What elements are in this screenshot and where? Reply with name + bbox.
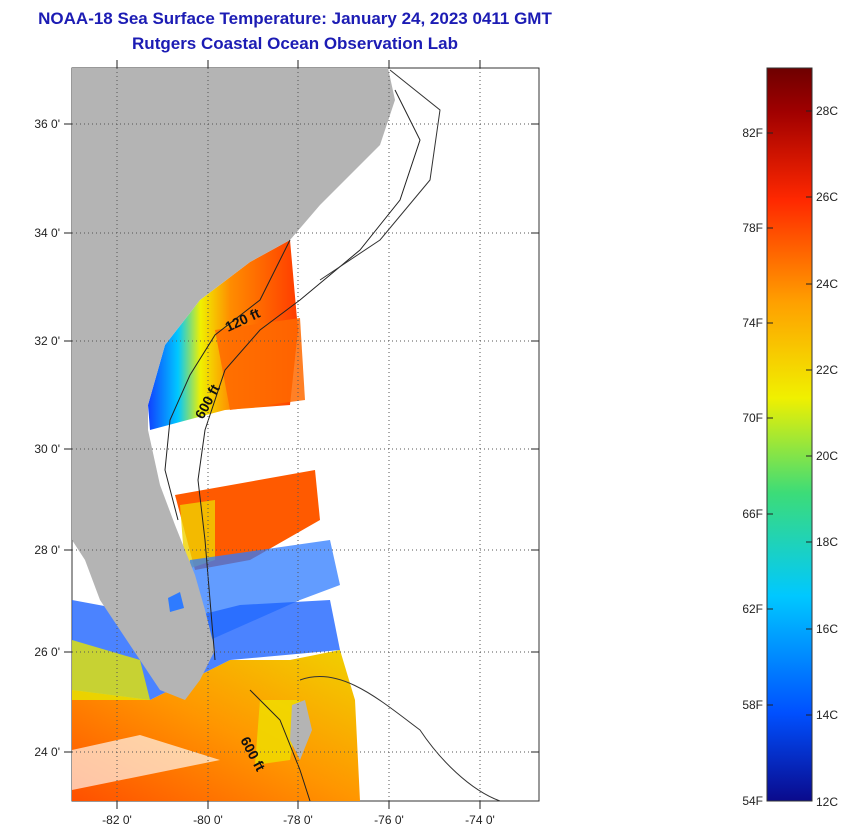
lat-label-24: 24 0' bbox=[34, 745, 60, 759]
cloud-band-north bbox=[148, 430, 312, 485]
land-island bbox=[290, 700, 312, 760]
sst-yellow-region-south bbox=[255, 700, 300, 765]
lon-label-82: -82 0' bbox=[102, 813, 132, 827]
colorbar-label-70f: 70F bbox=[742, 411, 763, 425]
colorbar-label-12c: 12C bbox=[816, 795, 838, 809]
colorbar-label-58f: 58F bbox=[742, 698, 763, 712]
lon-label-80: -80 0' bbox=[193, 813, 223, 827]
lat-label-30: 30 0' bbox=[34, 442, 60, 456]
map-title: NOAA-18 Sea Surface Temperature: January… bbox=[38, 9, 552, 28]
colorbar-label-20c: 20C bbox=[816, 449, 838, 463]
colorbar-label-62f: 62F bbox=[742, 602, 763, 616]
lat-label-26: 26 0' bbox=[34, 645, 60, 659]
colorbar-label-14c: 14C bbox=[816, 708, 838, 722]
lat-label-28: 28 0' bbox=[34, 543, 60, 557]
colorbar-label-22c: 22C bbox=[816, 363, 838, 377]
sst-warm-patch-north bbox=[215, 318, 305, 410]
lake-okeechobee bbox=[168, 592, 184, 612]
lon-label-78: -78 0' bbox=[283, 813, 313, 827]
colorbar-label-74f: 74F bbox=[742, 316, 763, 330]
colorbar-label-28c: 28C bbox=[816, 104, 838, 118]
colorbar-label-78f: 78F bbox=[742, 221, 763, 235]
colorbar-label-26c: 26C bbox=[816, 190, 838, 204]
lon-label-74: -74 0' bbox=[465, 813, 495, 827]
land-southeast-us bbox=[72, 68, 395, 700]
lat-label-36: 36 0' bbox=[34, 117, 60, 131]
lat-label-34: 34 0' bbox=[34, 226, 60, 240]
sst-yellow-region-west bbox=[72, 640, 150, 700]
colorbar bbox=[766, 67, 813, 802]
contour-bahamas bbox=[299, 675, 501, 801]
lat-label-32: 32 0' bbox=[34, 334, 60, 348]
contour-120ft bbox=[164, 239, 291, 521]
colorbar-label-16c: 16C bbox=[816, 622, 838, 636]
colorbar-label-18c: 18C bbox=[816, 535, 838, 549]
colorbar-label-82f: 82F bbox=[742, 126, 763, 140]
contour-outer bbox=[319, 69, 441, 281]
colorbar-label-24c: 24C bbox=[816, 277, 838, 291]
contour-600ft bbox=[197, 89, 421, 661]
cloud-streak-south bbox=[72, 735, 220, 790]
lon-label-76: -76 0' bbox=[374, 813, 404, 827]
map-subtitle: Rutgers Coastal Ocean Observation Lab bbox=[132, 34, 458, 53]
colorbar-label-66f: 66F bbox=[742, 507, 763, 521]
colorbar-ticks bbox=[767, 110, 812, 716]
colorbar-label-54f: 54F bbox=[742, 794, 763, 808]
contour-600ft-south bbox=[249, 689, 311, 801]
tick-marks bbox=[64, 60, 539, 809]
